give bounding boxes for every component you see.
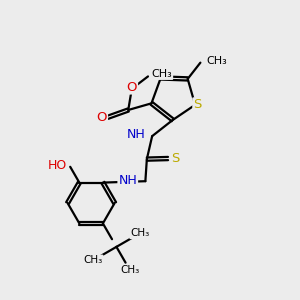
- Text: CH₃: CH₃: [83, 255, 103, 266]
- Text: O: O: [127, 80, 137, 94]
- Text: NH: NH: [127, 128, 146, 141]
- Text: CH₃: CH₃: [207, 56, 228, 66]
- Text: NH: NH: [118, 173, 137, 187]
- Text: CH₃: CH₃: [130, 228, 149, 238]
- Text: CH₃: CH₃: [120, 265, 140, 275]
- Text: CH₃: CH₃: [152, 69, 172, 79]
- Text: HO: HO: [47, 159, 67, 172]
- Text: S: S: [171, 152, 180, 165]
- Text: S: S: [193, 98, 202, 111]
- Text: O: O: [97, 111, 107, 124]
